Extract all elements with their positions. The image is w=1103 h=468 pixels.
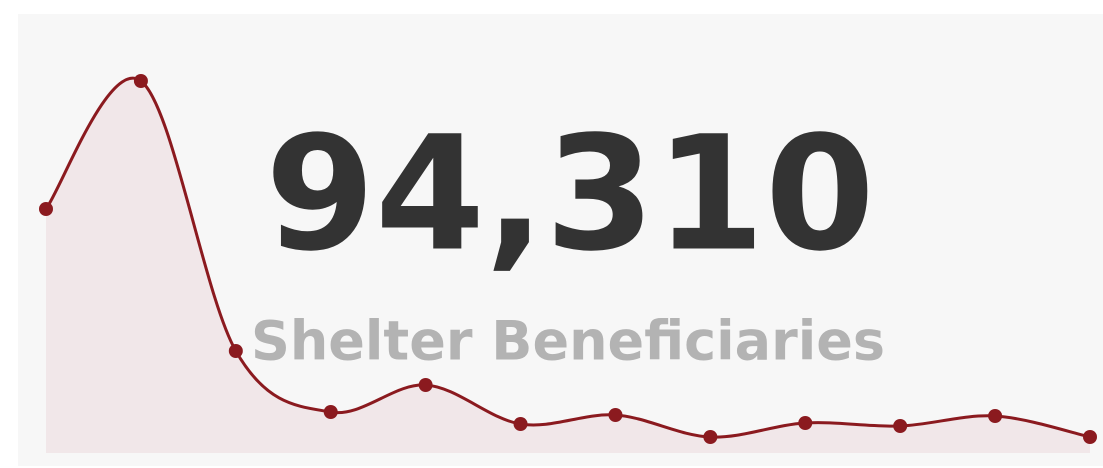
point bbox=[418, 378, 433, 392]
sparkline bbox=[39, 74, 1097, 453]
point bbox=[988, 409, 1003, 423]
kpi-label: Shelter Beneficiaries bbox=[251, 310, 885, 373]
point bbox=[1083, 430, 1097, 444]
point bbox=[133, 74, 148, 88]
point bbox=[608, 408, 623, 422]
point bbox=[893, 419, 908, 433]
point bbox=[513, 417, 528, 431]
point bbox=[39, 202, 53, 216]
area bbox=[46, 78, 1090, 453]
point bbox=[798, 416, 813, 430]
point bbox=[323, 405, 338, 419]
point bbox=[703, 430, 718, 444]
point bbox=[228, 344, 243, 358]
kpi-value: 94,310 bbox=[265, 102, 875, 286]
